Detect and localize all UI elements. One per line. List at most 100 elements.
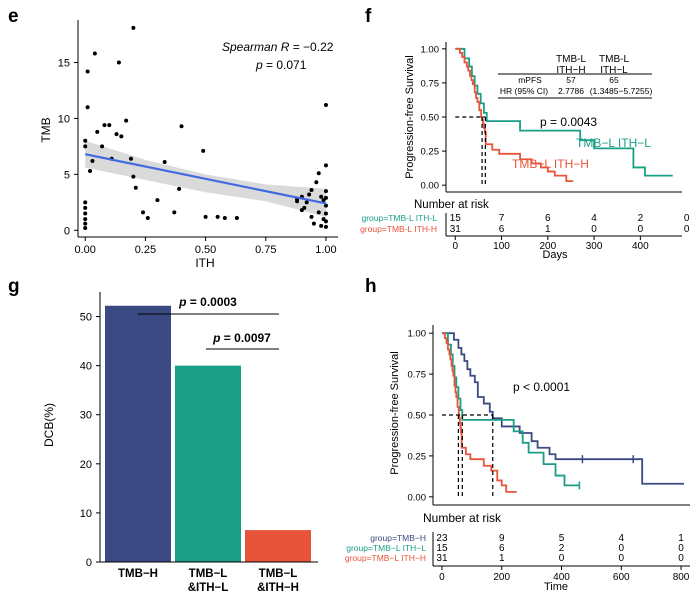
h-risk-value: 0 (678, 543, 684, 554)
f-risk-value: 0 (638, 224, 644, 235)
e-ytick-label: 0 (64, 225, 70, 237)
e-point (323, 203, 328, 208)
f-ytick-label: 0.00 (421, 181, 440, 192)
f-table-header1-line1: TMB-L (556, 54, 586, 65)
panel-label-h: h (365, 276, 377, 297)
f-ytick-label: 1.00 (421, 44, 440, 55)
e-point (83, 226, 88, 231)
f-risk-value: 7 (499, 213, 505, 224)
e-xlabel: ITH (195, 256, 214, 270)
e-point (83, 200, 88, 205)
e-point (172, 210, 177, 215)
g-bar-3 (245, 530, 311, 562)
e-point (116, 60, 121, 65)
f-ylabel: Progression-free Survival (404, 55, 416, 179)
e-point (323, 224, 328, 229)
h-risk-value: 2 (559, 543, 565, 554)
h-risk-xtick-label: 0 (439, 572, 445, 583)
e-point (323, 189, 328, 194)
e-point (83, 138, 88, 143)
f-risk-value: 0 (591, 224, 597, 235)
h-risk-value: 15 (436, 543, 448, 554)
e-point (323, 195, 328, 200)
e-point (85, 105, 90, 110)
e-point (323, 219, 328, 224)
e-axes (77, 20, 338, 238)
e-annotation-value: = −0.22 (289, 40, 333, 54)
e-point (133, 185, 138, 190)
e-point (114, 132, 119, 137)
g-ylabel: DCB(%) (42, 403, 56, 447)
e-point (85, 69, 90, 74)
e-point (319, 223, 324, 228)
e-point (83, 217, 88, 222)
e-point (83, 221, 88, 226)
e-xtick-label: 0.50 (195, 244, 216, 256)
e-point (179, 124, 184, 129)
f-curve-teal (455, 47, 673, 177)
h-risk-row3-label: group=TMB−L ITH−H (345, 553, 426, 563)
panel-f: f 0.00 0.25 0.50 0.75 1.00 Progression-free … (360, 6, 690, 261)
e-ytick-label: 15 (58, 58, 70, 70)
h-ylabel: Progression-free Survival (389, 351, 401, 475)
g-cat-1: TMB−H (118, 568, 158, 580)
g-ytick-label: 10 (80, 508, 92, 520)
e-point (90, 158, 95, 163)
h-ytick-label: 0.25 (408, 451, 427, 462)
e-point (307, 192, 312, 197)
e-point (107, 123, 112, 128)
g-bracket-1: p = 0.0003 (138, 295, 279, 315)
e-point (215, 214, 220, 219)
e-xtick-label: 0.75 (255, 244, 276, 256)
g-bracket-2: p = 0.0097 (206, 331, 279, 350)
h-risk-value: 23 (436, 533, 448, 544)
e-point (203, 214, 208, 219)
f-risk-value: 4 (591, 213, 597, 224)
f-risk-value: 31 (450, 224, 462, 235)
h-risk-value: 0 (678, 553, 684, 564)
f-table-row2-label: HR (95% CI) (500, 86, 548, 96)
f-table-row1-v1: 57 (566, 75, 576, 85)
e-point (319, 194, 324, 199)
f-ytick-label: 0.25 (421, 147, 440, 158)
e-pvalue-label: p (255, 58, 263, 72)
f-xlabel: Days (542, 249, 568, 261)
e-point (177, 186, 182, 191)
g-bracket-1-value: = 0.0003 (186, 295, 237, 309)
h-curve-navy (441, 332, 685, 485)
panel-label-f: f (365, 6, 372, 27)
g-ytick-label: 40 (80, 361, 92, 373)
panel-label-e: e (8, 6, 19, 27)
f-pvalue: p = 0.0043 (540, 115, 597, 129)
f-table-row2-v2: (1.3485−5.7255) (590, 86, 653, 96)
f-risk-value: 0 (684, 213, 690, 224)
h-ytick-label: 0.50 (408, 411, 427, 422)
e-point (88, 169, 93, 174)
g-bar-2 (175, 365, 241, 562)
f-table-row1-v2: 65 (609, 75, 619, 85)
f-table-header1-line2: ITH−H (556, 65, 585, 76)
f-risk-xtick-label: 100 (493, 241, 510, 252)
f-risk-value: 15 (450, 213, 462, 224)
e-point (323, 103, 328, 108)
f-risk-row1-label: group=TMB-L ITH-L (362, 213, 438, 223)
f-risk-row2-label: group=TMB-L ITH-H (360, 224, 437, 234)
e-point (323, 211, 328, 216)
h-risk-row1-label: group=TMB−H (370, 533, 426, 543)
f-ytick-label: 0.50 (421, 113, 440, 124)
h-xlabel: Time (544, 581, 568, 593)
e-point (92, 51, 97, 56)
e-point (304, 200, 309, 205)
e-point (309, 214, 314, 219)
g-cat-3-line2: &ITH−H (257, 582, 299, 594)
e-point (83, 205, 88, 210)
h-risk-value: 9 (499, 533, 505, 544)
e-point (145, 215, 150, 220)
g-ytick-label: 0 (86, 557, 92, 569)
e-ytick-label: 10 (58, 113, 70, 125)
f-risk-value: 6 (499, 224, 505, 235)
g-ytick-label: 20 (80, 459, 92, 471)
panel-g: g 0 10 20 30 40 50 DCB(%) p = 0.0003 p = 0.00… (8, 276, 318, 594)
e-ylabel: TMB (39, 117, 53, 142)
